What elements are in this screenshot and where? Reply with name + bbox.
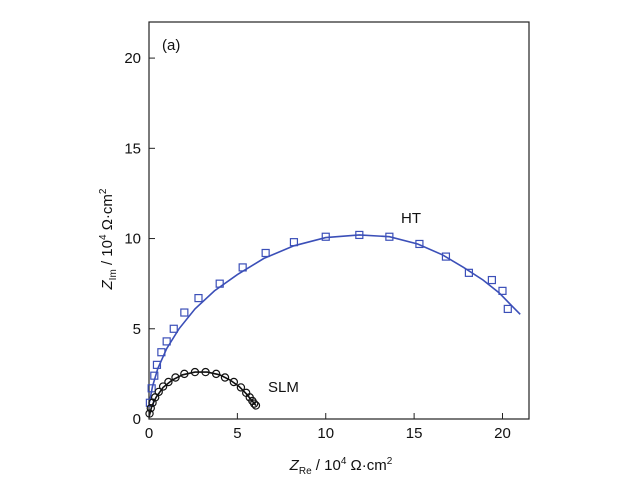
data-point-slm xyxy=(251,401,261,410)
data-point-ht xyxy=(180,308,189,317)
panel-label: (a) xyxy=(162,37,180,54)
data-point-slm xyxy=(229,377,239,387)
data-point-ht xyxy=(385,232,394,241)
data-point-ht xyxy=(169,324,178,333)
data-point-ht xyxy=(503,304,512,314)
series-label-slm: SLM xyxy=(268,379,299,396)
x-axis-title: ZRe / 104 Ω·cm2 xyxy=(289,456,393,477)
series-layer xyxy=(145,230,521,418)
data-point-slm xyxy=(190,367,200,377)
data-point-ht xyxy=(157,348,166,357)
series-label-ht: HT xyxy=(401,210,421,227)
data-point-ht xyxy=(415,239,424,249)
y-tick-label: 10 xyxy=(124,231,141,248)
data-point-ht xyxy=(355,230,364,240)
y-tick-label: 20 xyxy=(124,50,141,67)
y-axis-title-sup: 4 xyxy=(98,234,109,240)
x-axis-title-sub: Re xyxy=(299,466,312,477)
fit-line-ht xyxy=(148,234,521,405)
plot-frame xyxy=(148,21,530,420)
data-point-slm xyxy=(145,409,154,418)
data-point-slm xyxy=(158,382,168,391)
x-tick-label: 5 xyxy=(233,425,241,442)
data-point-ht xyxy=(498,286,507,295)
y-tick-label: 5 xyxy=(133,321,141,338)
data-point-ht xyxy=(152,360,162,369)
y-tick-label: 0 xyxy=(133,411,141,428)
x-axis-title-unit-sup: 2 xyxy=(387,456,393,467)
y-axis-title-unit: Ω·cm xyxy=(99,194,116,234)
data-point-slm xyxy=(201,367,210,377)
y-axis-title-unit-sup: 2 xyxy=(98,188,109,194)
data-point-ht xyxy=(487,275,496,285)
data-point-ht xyxy=(150,371,159,380)
data-point-ht xyxy=(162,337,171,346)
y-axis-title-rest: / 10 xyxy=(99,240,116,269)
x-axis-title-rest: / 10 xyxy=(312,457,341,474)
data-point-ht xyxy=(194,293,203,303)
data-point-ht xyxy=(215,279,224,288)
axis-layer: 0 5 10 15 20 0 5 10 15 20 xyxy=(124,50,511,442)
y-tick-label: 15 xyxy=(124,140,141,157)
data-point-slm xyxy=(249,399,259,408)
fit-line-slm xyxy=(148,371,257,418)
data-point-slm xyxy=(164,377,173,387)
data-point-ht xyxy=(147,384,156,393)
x-tick-label: 20 xyxy=(494,425,511,442)
data-point-slm xyxy=(171,373,180,382)
x-axis-title-sup: 4 xyxy=(341,456,347,467)
data-point-slm xyxy=(154,387,163,397)
x-tick-label: 10 xyxy=(317,425,334,442)
x-tick-label: 15 xyxy=(406,425,423,442)
x-axis-title-main: Z xyxy=(289,457,300,474)
data-point-ht xyxy=(261,248,270,258)
data-point-slm xyxy=(220,373,230,382)
y-axis-title-main: Z xyxy=(99,279,116,290)
data-point-ht xyxy=(238,263,247,272)
x-tick-label: 0 xyxy=(145,425,153,442)
data-point-ht xyxy=(321,232,330,241)
data-point-ht xyxy=(289,238,299,247)
y-axis-title-sub: Im xyxy=(108,269,119,280)
data-point-ht xyxy=(464,268,474,277)
data-point-ht xyxy=(441,252,451,261)
data-point-slm xyxy=(180,369,189,379)
data-point-slm xyxy=(236,383,246,392)
x-axis-title-unit: Ω·cm xyxy=(346,457,386,474)
data-point-slm xyxy=(211,369,221,379)
data-point-slm xyxy=(146,403,155,413)
y-axis-title: ZIm / 104 Ω·cm2 xyxy=(98,188,119,290)
